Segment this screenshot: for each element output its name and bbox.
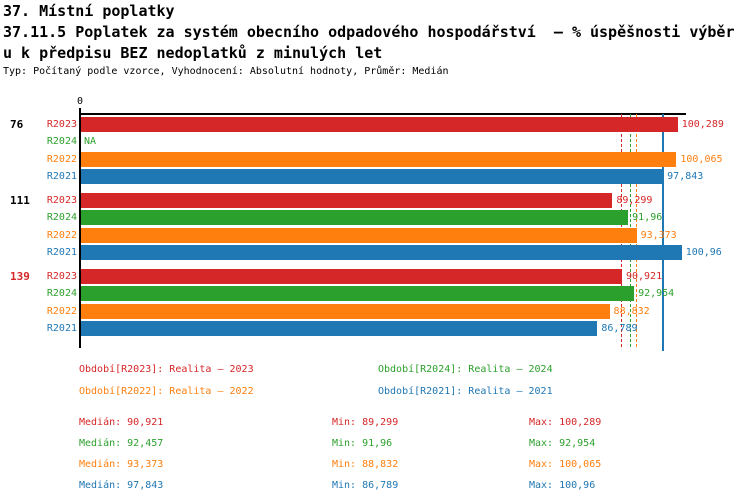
chart-title-line1: 37.11.5 Poplatek za systém obecního odpa… [3, 23, 735, 41]
stat-min-R2022: Min: 88,832 [332, 459, 399, 470]
bar-value-label: 86,789 [601, 322, 638, 334]
bar-R2021 [81, 320, 598, 336]
group-label: 111 [10, 194, 30, 207]
row-label: R2023 [46, 119, 77, 130]
legend-item-R2021: Období[R2021]: Realita – 2021 [378, 386, 553, 397]
bar-R2024 [81, 210, 629, 226]
row-label: R2022 [46, 305, 77, 317]
median-line-R2021 [662, 114, 665, 351]
stat-max-R2023: Max: 100,289 [529, 417, 602, 428]
bar-value-label: 100,065 [680, 153, 723, 165]
bar-R2022 [81, 303, 610, 319]
group-label: 139 [10, 270, 30, 283]
bar-R2023 [81, 117, 678, 132]
row-label: R2021 [46, 170, 77, 182]
bar-R2021 [81, 244, 682, 260]
legend-item-R2024: Období[R2024]: Realita – 2024 [378, 364, 553, 375]
row-label: R2024 [46, 212, 77, 224]
bar-R2023 [81, 193, 613, 208]
bar-R2022 [81, 151, 677, 167]
x-axis-zero-tick: 0 [76, 96, 84, 107]
bar-R2021 [81, 168, 664, 184]
group-label: 76 [10, 118, 24, 131]
bar-value-label: 88,832 [613, 305, 650, 317]
stat-median-R2024: Medián: 92,457 [79, 438, 164, 449]
stat-max-R2021: Max: 100,96 [529, 480, 596, 491]
row-label: R2023 [46, 195, 77, 206]
row-label: R2024 [46, 288, 77, 300]
stat-min-R2024: Min: 91,96 [332, 438, 393, 449]
bar-value-label: 89,299 [616, 195, 653, 206]
bar-value-label: NA [84, 136, 97, 148]
bar-R2023 [81, 269, 622, 284]
bar-value-label: 97,843 [667, 170, 704, 182]
stat-median-R2023: Medián: 90,921 [79, 417, 164, 428]
bar-value-label: 93,373 [640, 229, 677, 241]
stat-max-R2024: Max: 92,954 [529, 438, 596, 449]
bar-value-label: 100,96 [685, 246, 722, 258]
stat-min-R2023: Min: 89,299 [332, 417, 399, 428]
bar-R2022 [81, 227, 637, 243]
row-label: R2024 [46, 136, 77, 148]
report-section-title: 37. Místní poplatky [3, 2, 175, 20]
x-axis-line [79, 113, 686, 115]
bar-value-label: 92,954 [638, 288, 675, 300]
bar-R2024 [81, 286, 635, 302]
row-label: R2021 [46, 322, 77, 334]
row-label: R2022 [46, 229, 77, 241]
y-axis-line [79, 108, 81, 348]
legend-item-R2022: Období[R2022]: Realita – 2022 [79, 386, 254, 397]
row-label: R2022 [46, 153, 77, 165]
stat-median-R2021: Medián: 97,843 [79, 480, 164, 491]
chart-meta-line: Typ: Počítaný podle vzorce, Vyhodnocení:… [3, 66, 449, 77]
bar-value-label: 91,96 [632, 212, 663, 224]
stat-min-R2021: Min: 86,789 [332, 480, 399, 491]
stat-max-R2022: Max: 100,065 [529, 459, 602, 470]
bar-value-label: 90,921 [625, 271, 663, 282]
legend-item-R2023: Období[R2023]: Realita – 2023 [79, 364, 254, 375]
stat-median-R2022: Medián: 93,373 [79, 459, 164, 470]
row-label: R2021 [46, 246, 77, 258]
chart-title-line2: u k předpisu BEZ nedoplatků z minulých l… [3, 44, 383, 62]
bar-value-label: 100,289 [681, 119, 724, 130]
row-label: R2023 [46, 271, 77, 282]
